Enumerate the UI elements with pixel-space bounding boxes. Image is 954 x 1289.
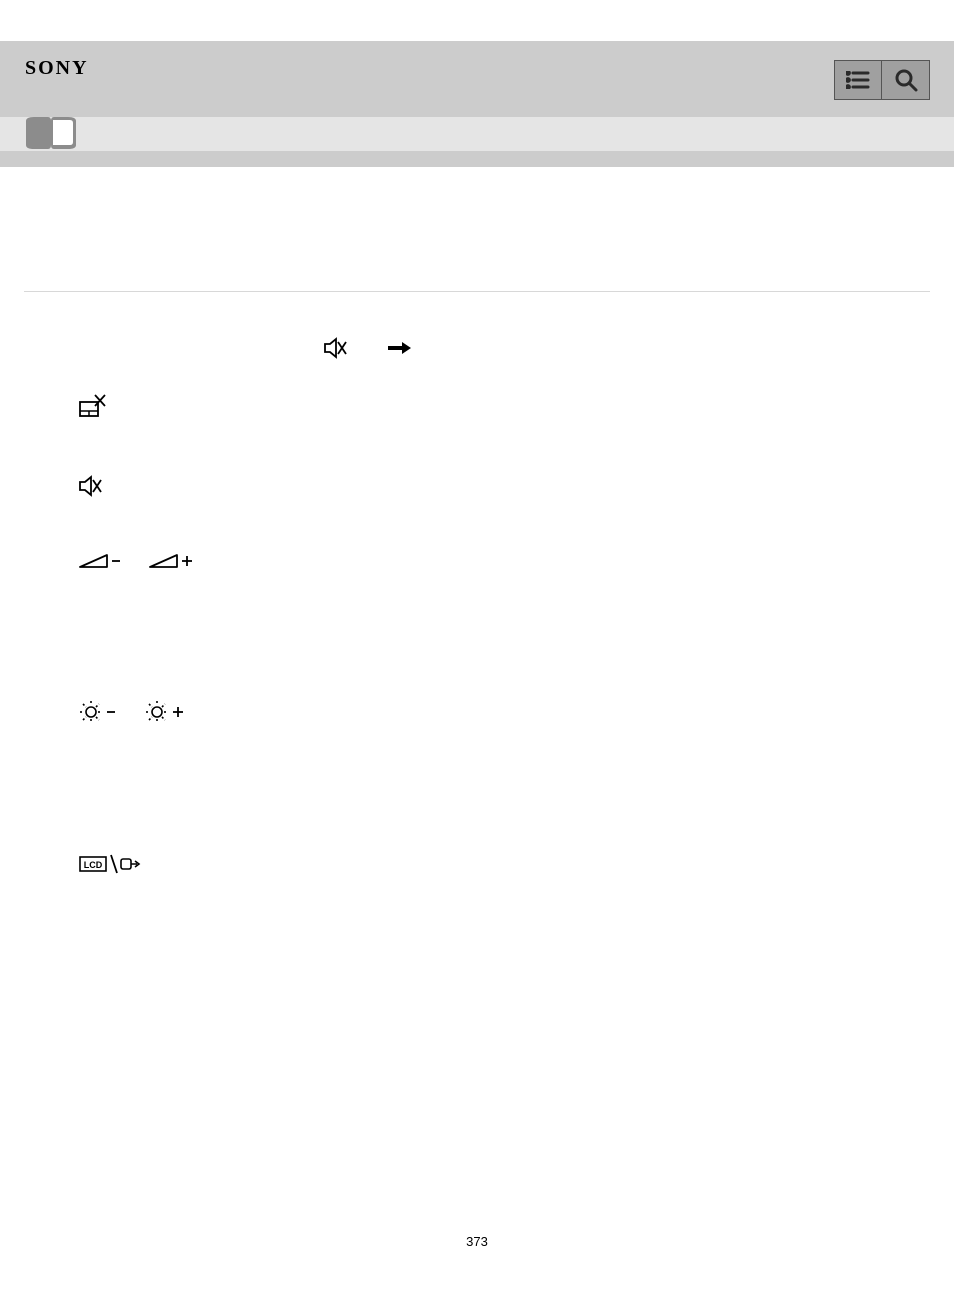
arrow-right-icon	[388, 341, 412, 355]
user-guide-icon[interactable]	[22, 115, 80, 149]
search-icon	[893, 67, 919, 93]
section-divider	[24, 291, 930, 292]
lcd-output-icon: LCD	[79, 854, 143, 874]
brightness-pair	[79, 700, 930, 724]
header-bar: SONY	[0, 41, 954, 117]
menu-icon	[846, 71, 870, 89]
page-number: 373	[24, 1234, 930, 1249]
inline-icon-row	[324, 337, 930, 359]
volume-pair	[79, 552, 930, 570]
top-margin	[0, 0, 954, 41]
brightness-down-icon	[79, 700, 119, 724]
header-button-group	[834, 60, 930, 100]
volume-down-icon	[79, 552, 123, 570]
touchpad-off-icon	[79, 394, 107, 420]
sub-header-bar	[0, 117, 954, 151]
search-button[interactable]	[882, 60, 930, 100]
brightness-up-icon	[145, 700, 187, 724]
mute-icon	[324, 337, 348, 359]
menu-button[interactable]	[834, 60, 882, 100]
mute-item	[79, 475, 930, 497]
mute-icon	[79, 475, 103, 497]
volume-up-icon	[149, 552, 195, 570]
header-bottom-strip	[0, 151, 954, 167]
brand-logo: SONY	[25, 57, 89, 80]
touchpad-off-item	[79, 394, 930, 420]
svg-text:LCD: LCD	[84, 860, 103, 870]
content-area: LCD 373	[0, 167, 954, 1289]
display-output-item: LCD	[79, 854, 930, 874]
